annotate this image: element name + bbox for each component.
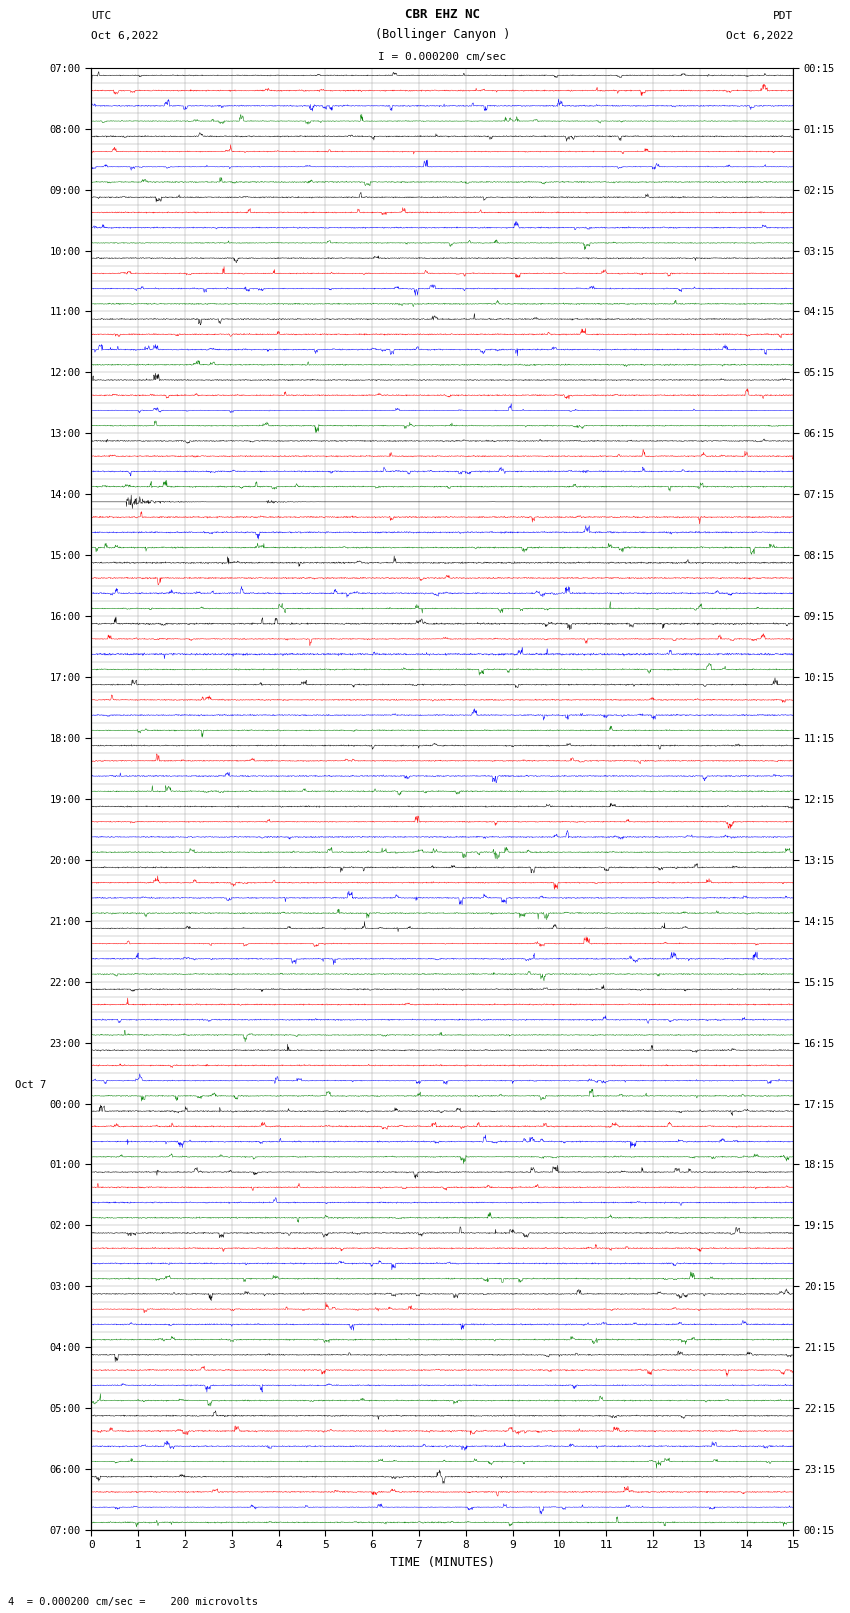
Text: (Bollinger Canyon ): (Bollinger Canyon ) (375, 29, 510, 42)
X-axis label: TIME (MINUTES): TIME (MINUTES) (390, 1557, 495, 1569)
Text: 4  = 0.000200 cm/sec =    200 microvolts: 4 = 0.000200 cm/sec = 200 microvolts (8, 1597, 258, 1607)
Text: CBR EHZ NC: CBR EHZ NC (405, 8, 480, 21)
Text: PDT: PDT (774, 11, 793, 21)
Text: UTC: UTC (92, 11, 111, 21)
Text: Oct 7: Oct 7 (15, 1079, 46, 1090)
Text: Oct 6,2022: Oct 6,2022 (92, 31, 159, 42)
Text: I = 0.000200 cm/sec: I = 0.000200 cm/sec (378, 52, 507, 61)
Text: Oct 6,2022: Oct 6,2022 (726, 31, 793, 42)
